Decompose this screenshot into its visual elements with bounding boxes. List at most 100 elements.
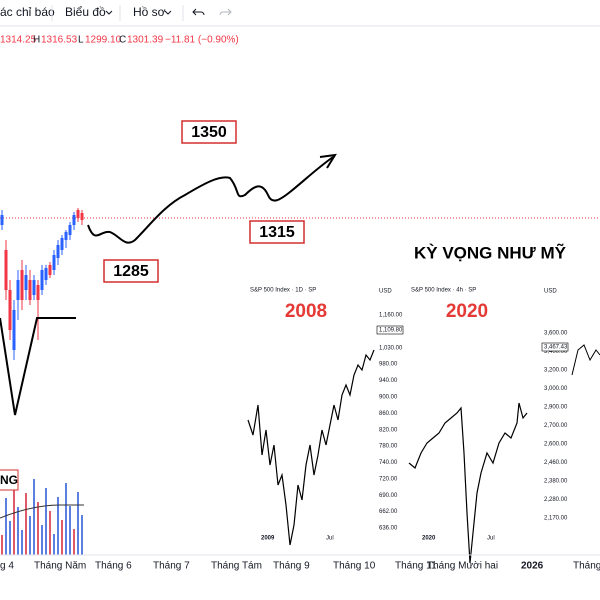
- time-tick-label: Tháng Tám: [211, 561, 262, 572]
- v-drawing: [0, 317, 76, 416]
- candle-body: [36, 285, 40, 300]
- target-high: 1350: [191, 124, 227, 141]
- candles: [0, 208, 84, 360]
- ohlc-low: 1299.10: [85, 35, 122, 46]
- inset-y-tick-label: 980.00: [379, 362, 398, 368]
- inset-current-box: [376, 325, 404, 335]
- candle-body: [32, 280, 36, 295]
- ohlc-h-label: H: [33, 35, 40, 46]
- inset-x-tick-label: Jul: [326, 536, 334, 542]
- undo-button[interactable]: [192, 8, 205, 16]
- inset-y-tick-label: 3,200.00: [544, 368, 568, 374]
- label-box: [181, 120, 237, 144]
- inset-partial-line: [571, 344, 600, 376]
- time-tick-label: Tháng Năm: [34, 561, 86, 572]
- inset-x-tick-label: 2020: [422, 536, 436, 542]
- volume-bar: [81, 515, 83, 555]
- volume-bar: [21, 530, 23, 555]
- candle-body: [12, 310, 16, 350]
- inset-year: 2008: [285, 301, 327, 322]
- candle-body: [72, 215, 76, 225]
- candle-body: [28, 280, 32, 300]
- inset-y-tick-label: 2,900.00: [544, 405, 568, 411]
- volume-bar: [33, 479, 35, 555]
- inset-y-tick-label: 720.00: [379, 476, 398, 482]
- inset-y-tick-label: 3,000.00: [544, 386, 568, 392]
- inset-y-tick-label: 860.00: [379, 411, 398, 417]
- insets: S&P 500 Index · 1D · SP USD 2008 1,160.00 1,…: [246, 282, 570, 564]
- inset-y-tick-label: 820.00: [379, 427, 398, 433]
- inset-current-price: 1,109.80: [379, 328, 403, 334]
- inset-y-tick-label: 2,380.00: [544, 479, 568, 485]
- candle-body: [52, 255, 56, 270]
- inset-y-tick-label: 2,600.00: [544, 442, 568, 448]
- candle-body: [68, 225, 72, 235]
- inset-y-tick-label: 3,600.00: [544, 331, 568, 337]
- candle-body: [16, 280, 20, 300]
- volume-ma: [0, 504, 84, 519]
- volume-bar: [49, 511, 51, 555]
- inset-y-tick-label: 2,700.00: [544, 423, 568, 429]
- candle-body: [4, 250, 8, 290]
- candle-body: [48, 265, 52, 275]
- time-tick-label: Tháng 10: [333, 561, 376, 572]
- indicators-button[interactable]: ác chỉ báo: [0, 5, 55, 19]
- volume-bar: [1, 535, 3, 555]
- inset-y-tick-label: 1,030.00: [379, 345, 403, 351]
- time-axis: g 4 Tháng Năm Tháng 6 Tháng 7 Tháng Tám Tháng…: [0, 561, 600, 572]
- projection-drawing: [87, 156, 334, 244]
- volume-bar: [45, 488, 47, 555]
- candle-body: [60, 238, 64, 250]
- inset-y-tick-label: 2,460.00: [544, 460, 568, 466]
- ohlc-open: 1314.25: [0, 35, 37, 46]
- inset-y-tick-label: 3,400.00: [544, 349, 568, 355]
- volume-bar: [77, 492, 79, 555]
- inset-price-line: [408, 402, 528, 564]
- inset-x-tick-label: Jul: [487, 536, 495, 542]
- volume-bar: [41, 525, 43, 555]
- candle-body: [8, 290, 12, 330]
- inset-partial: [572, 282, 600, 545]
- chevron: [105, 10, 113, 15]
- volume-bar: [73, 529, 75, 555]
- label-box: [0, 469, 19, 491]
- time-tick-label: Tháng 6: [95, 561, 132, 572]
- label-box: [249, 220, 305, 244]
- volume: [1, 479, 83, 555]
- candle-body: [64, 232, 68, 240]
- inset-y-tick-label: 740.00: [379, 460, 398, 466]
- volume-bar: [29, 516, 31, 555]
- time-tick-label: Tháng Mười hai: [427, 561, 498, 572]
- time-tick-label: Tháng 9: [273, 561, 310, 572]
- target-mid: 1315: [259, 224, 295, 241]
- arrow-head: [319, 153, 337, 169]
- inset-currency: USD: [379, 289, 392, 295]
- volume-bar: [5, 498, 7, 555]
- inset-title: S&P 500 Index · 4h · SP: [411, 288, 476, 294]
- candle-body: [40, 270, 44, 290]
- inset-current-box: [541, 342, 569, 352]
- redo-button[interactable]: [219, 8, 232, 16]
- inset-y-tick-label: 690.00: [379, 493, 398, 499]
- candle-body: [56, 245, 60, 258]
- inset-current-price: 3,467.43: [544, 345, 568, 351]
- ohlc-l-label: L: [78, 35, 84, 46]
- target-low: 1285: [113, 263, 149, 280]
- inset-y-tick-label: 2,170.00: [544, 516, 568, 522]
- label-box: [103, 259, 159, 283]
- inset-y-tick-label: 636.00: [379, 526, 398, 532]
- inset-year: 2020: [446, 301, 488, 322]
- headline: KỲ VỌNG NHƯ MỸ: [414, 242, 567, 262]
- time-tick-label: 2026: [521, 561, 544, 572]
- chart-menu[interactable]: Biểu đồ: [65, 5, 106, 19]
- candle-body: [24, 275, 28, 290]
- volume-bar: [69, 506, 71, 555]
- inset-y-tick-label: 780.00: [379, 444, 398, 450]
- volume-bar: [53, 534, 55, 555]
- profile-menu[interactable]: Hồ sơ: [133, 5, 166, 19]
- volume-bar: [9, 521, 11, 555]
- time-tick-label: Tháng 2: [573, 561, 600, 572]
- inset-title: S&P 500 Index · 1D · SP: [250, 288, 316, 294]
- ohlc-close: 1301.39: [127, 35, 164, 46]
